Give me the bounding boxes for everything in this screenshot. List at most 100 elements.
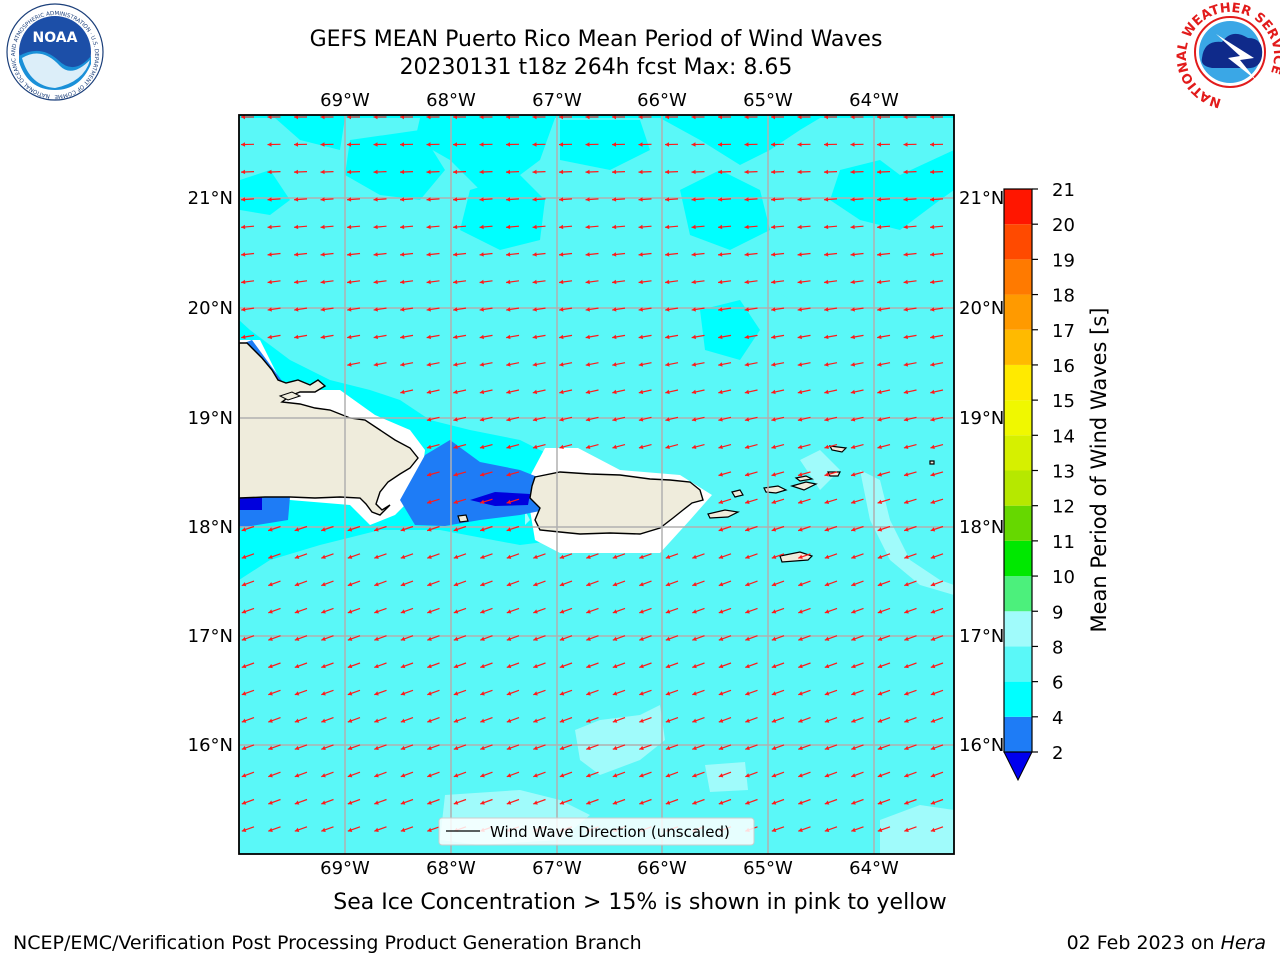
lat-label-left: 18°N xyxy=(188,517,233,538)
direction-arrowhead xyxy=(267,224,272,230)
direction-arrowhead xyxy=(373,224,378,230)
direction-arrowhead xyxy=(268,664,273,669)
direction-arrowhead xyxy=(798,691,803,696)
direction-arrowhead xyxy=(374,745,379,751)
lat-label-right: 18°N xyxy=(959,517,1004,538)
direction-arrowhead xyxy=(453,691,459,696)
direction-arrowhead xyxy=(771,582,777,587)
direction-arrowhead xyxy=(586,609,591,614)
direction-arrowhead xyxy=(930,197,935,202)
lon-label-top: 67°W xyxy=(532,90,582,111)
direction-arrowhead xyxy=(877,142,882,147)
direction-arrowhead xyxy=(903,307,908,312)
lat-label-left: 19°N xyxy=(188,408,233,429)
direction-arrowhead xyxy=(665,142,670,147)
direction-arrowhead xyxy=(400,827,406,832)
colorbar-band xyxy=(1004,470,1032,506)
direction-arrowhead xyxy=(797,417,803,422)
direction-arrowhead xyxy=(745,745,750,751)
direction-arrowhead xyxy=(373,197,378,202)
direction-arrowhead xyxy=(744,389,750,395)
direction-arrowhead xyxy=(797,279,802,285)
direction-arrowhead xyxy=(877,609,883,614)
map-area: Wind Wave Direction (unscaled) xyxy=(239,115,954,854)
direction-arrowhead xyxy=(877,554,883,559)
direction-arrowhead xyxy=(612,636,618,641)
direction-arrowhead xyxy=(718,691,724,696)
direction-arrowhead xyxy=(347,334,352,340)
direction-arrowhead xyxy=(930,472,935,477)
direction-arrowhead xyxy=(851,691,856,696)
direction-arrowhead xyxy=(612,718,618,723)
direction-arrowhead xyxy=(798,499,803,504)
direction-arrowhead xyxy=(718,800,724,805)
direction-arrowhead xyxy=(850,224,855,230)
direction-arrowhead xyxy=(718,307,723,312)
direction-arrowhead xyxy=(612,224,617,230)
direction-arrowhead xyxy=(320,307,325,312)
direction-arrowhead xyxy=(532,417,538,422)
direction-arrowhead xyxy=(427,499,432,504)
colorbar-tick-label: 20 xyxy=(1052,215,1075,236)
direction-arrowhead xyxy=(665,224,670,230)
direction-arrowhead xyxy=(638,444,644,450)
direction-arrowhead xyxy=(453,609,459,614)
direction-arrowhead xyxy=(268,718,273,723)
lon-label-bottom: 66°W xyxy=(637,858,687,879)
direction-arrowhead xyxy=(638,169,643,175)
direction-arrowhead xyxy=(241,279,246,285)
direction-arrowhead xyxy=(612,197,617,202)
direction-arrowhead xyxy=(824,115,828,120)
direction-arrowhead xyxy=(294,773,300,778)
direction-arrowhead xyxy=(320,334,326,340)
colorbar-tick-label: 4 xyxy=(1052,708,1063,729)
direction-arrowhead xyxy=(347,636,353,641)
direction-arrowhead xyxy=(427,527,432,532)
lon-label-bottom: 68°W xyxy=(426,858,476,879)
direction-arrowhead xyxy=(532,362,538,367)
direction-arrowhead xyxy=(294,252,299,257)
direction-arrowhead xyxy=(851,800,856,805)
direction-arrowhead xyxy=(824,334,829,340)
direction-arrowhead xyxy=(559,115,563,120)
colorbar-tick-label: 8 xyxy=(1052,637,1063,658)
direction-arrowhead xyxy=(851,582,856,587)
direction-arrowhead xyxy=(824,252,829,257)
direction-arrowhead xyxy=(320,224,325,230)
direction-arrowhead xyxy=(745,773,750,778)
direction-arrowhead xyxy=(373,279,378,285)
colorbar-tick-label: 16 xyxy=(1052,356,1075,377)
direction-arrowhead xyxy=(453,636,459,641)
direction-arrowhead xyxy=(877,389,882,395)
direction-arrowhead xyxy=(718,115,722,120)
direction-arrowhead xyxy=(268,527,273,532)
direction-arrowhead xyxy=(665,115,669,120)
direction-arrowhead xyxy=(639,773,644,778)
direction-arrowhead xyxy=(532,334,538,340)
direction-arrowhead xyxy=(532,169,537,175)
direction-arrowhead xyxy=(480,691,485,696)
colorbar-band xyxy=(1004,259,1032,295)
direction-arrowhead xyxy=(479,169,484,175)
direction-arrowhead xyxy=(400,169,405,175)
direction-arrowhead xyxy=(904,499,909,504)
direction-arrowhead xyxy=(771,362,776,367)
direction-arrowhead xyxy=(347,197,352,202)
hispaniola-landmass xyxy=(239,342,419,516)
direction-arrowhead xyxy=(533,773,538,778)
noaa-logo-text: NOAA xyxy=(33,30,78,46)
direction-arrowhead xyxy=(241,745,247,751)
direction-arrowhead xyxy=(771,527,777,532)
colorbar-tick-label: 2 xyxy=(1052,743,1063,764)
direction-arrowhead xyxy=(877,279,882,285)
direction-arrowhead xyxy=(400,307,405,312)
direction-arrowhead xyxy=(400,773,406,778)
direction-arrowhead xyxy=(453,252,458,257)
direction-arrowhead xyxy=(798,527,803,532)
hispaniola-islet xyxy=(278,391,302,401)
direction-arrowhead xyxy=(744,444,750,450)
direction-arrowhead xyxy=(479,115,484,120)
direction-arrowhead xyxy=(691,334,697,340)
direction-arrowhead xyxy=(400,800,406,805)
direction-arrowhead xyxy=(532,224,537,230)
